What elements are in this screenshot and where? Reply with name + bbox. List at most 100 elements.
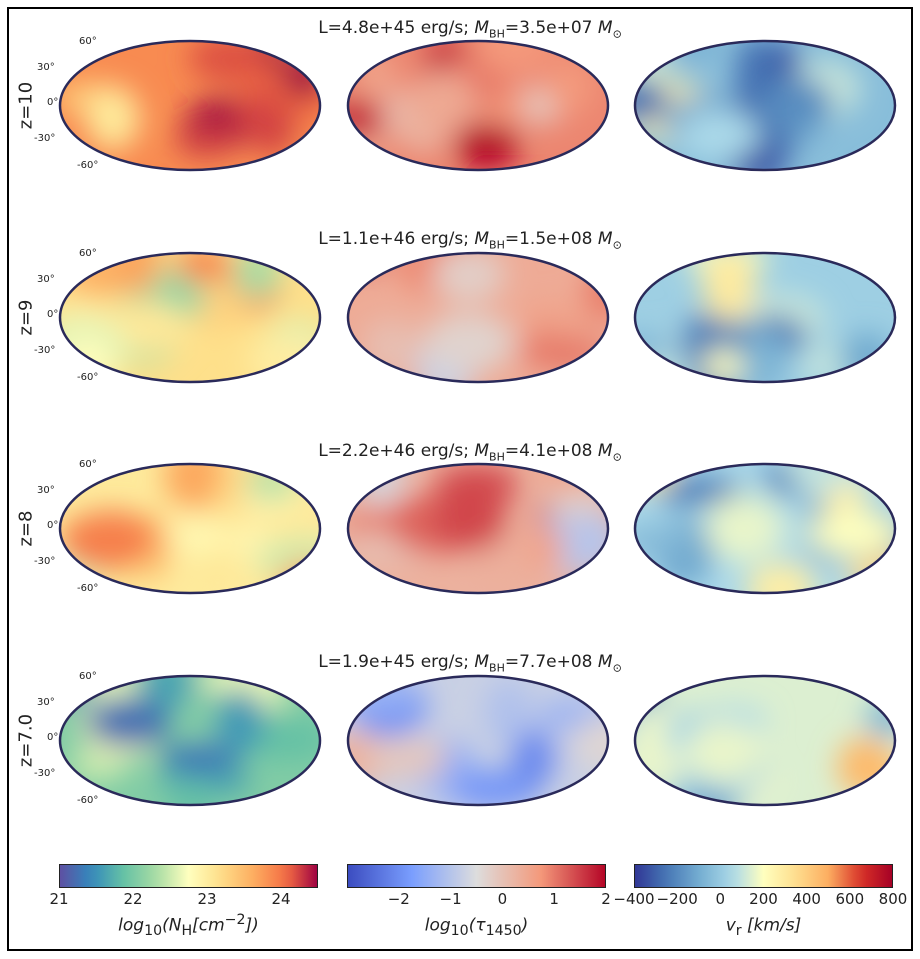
map-feature xyxy=(544,487,608,516)
map-feature xyxy=(246,465,297,500)
map-outline xyxy=(633,674,897,807)
map-feature xyxy=(85,86,141,151)
map-feature xyxy=(407,71,476,134)
map-feature xyxy=(729,148,787,170)
map-feature xyxy=(808,510,895,557)
map-feature xyxy=(484,678,534,747)
sky-map-panel xyxy=(633,674,897,807)
map-feature xyxy=(454,121,519,170)
latitude-tick-label: 30° xyxy=(37,485,55,496)
map-feature xyxy=(451,769,540,805)
colorbar-gradient xyxy=(347,864,606,888)
sky-map-panel xyxy=(346,39,610,172)
row-title: L=4.8e+45 erg/s; MBH=3.5e+07 M⊙ xyxy=(318,18,622,41)
map-feature xyxy=(735,41,776,103)
colorbar-tick-label: −2 xyxy=(387,890,410,908)
colorbar-tick-label: 22 xyxy=(123,890,143,908)
latitude-tick-label: -60° xyxy=(77,372,99,383)
map-feature xyxy=(432,253,506,303)
map-feature xyxy=(424,313,515,373)
map-feature xyxy=(538,699,593,732)
colorbar-tick-label: 23 xyxy=(197,890,217,908)
sky-map-panel xyxy=(58,251,322,384)
latitude-tick-label: 60° xyxy=(79,459,97,470)
colorbar xyxy=(634,864,893,888)
colorbar xyxy=(59,864,318,888)
latitude-tick-label: -30° xyxy=(34,768,56,779)
latitude-tick-label: 60° xyxy=(79,248,97,259)
map-feature xyxy=(168,777,214,805)
sky-map-panel xyxy=(58,674,322,807)
colorbar-tick-label: 0 xyxy=(497,890,508,908)
colorbar-axis-label: vr [km/s] xyxy=(725,915,802,940)
colorbar xyxy=(347,864,606,888)
map-outline xyxy=(58,674,322,807)
map-feature xyxy=(837,736,894,798)
map-feature xyxy=(65,253,121,303)
latitude-tick-label: 60° xyxy=(79,671,97,682)
latitude-tick-label: 30° xyxy=(37,274,55,285)
row-title: L=1.1e+46 erg/s; MBH=1.5e+08 M⊙ xyxy=(318,229,622,252)
map-feature xyxy=(160,741,240,775)
sky-map-panel xyxy=(633,251,897,384)
map-feature xyxy=(511,729,556,789)
map-feature xyxy=(60,511,156,572)
sky-map-panel xyxy=(346,462,610,595)
row-title: L=1.9e+45 erg/s; MBH=7.7e+08 M⊙ xyxy=(318,652,622,675)
figure-frame xyxy=(7,7,913,951)
map-outline xyxy=(633,39,897,172)
map-outline xyxy=(633,462,897,595)
map-outline xyxy=(346,462,610,595)
latitude-tick-label: -30° xyxy=(34,345,56,356)
colorbar-gradient xyxy=(59,864,318,888)
map-feature xyxy=(360,318,422,376)
sky-map-panel xyxy=(346,674,610,807)
map-feature xyxy=(246,717,320,762)
colorbar-tick-label: −1 xyxy=(439,890,462,908)
colorbar-tick-label: −200 xyxy=(656,890,698,908)
latitude-tick-label: 0° xyxy=(47,97,59,108)
colorbar-tick-label: 1 xyxy=(549,890,559,908)
colorbar-tick-label: 200 xyxy=(749,890,778,908)
latitude-tick-label: 30° xyxy=(37,62,55,73)
map-outline xyxy=(633,251,897,384)
latitude-tick-label: -30° xyxy=(34,556,56,567)
sky-map-panel xyxy=(58,39,322,172)
map-feature xyxy=(684,719,763,784)
latitude-tick-label: -60° xyxy=(77,160,99,171)
colorbar-tick-label: 2 xyxy=(601,890,611,908)
latitude-tick-label: 0° xyxy=(47,520,59,531)
sky-map-panel xyxy=(633,39,897,172)
colorbar-tick-label: 600 xyxy=(835,890,865,908)
map-feature xyxy=(702,253,756,322)
map-outline xyxy=(58,251,322,384)
sky-map-panel xyxy=(346,251,610,384)
map-feature xyxy=(529,303,595,335)
colorbar-gradient xyxy=(634,864,893,888)
map-outline xyxy=(58,39,322,172)
map-outline xyxy=(346,674,610,807)
colorbar-tick-label: 800 xyxy=(878,890,908,908)
latitude-tick-label: 60° xyxy=(79,36,97,47)
map-feature xyxy=(678,110,758,161)
map-feature xyxy=(167,516,227,557)
map-feature xyxy=(67,751,126,782)
map-feature xyxy=(705,494,782,563)
colorbar-axis-label: log10(NH[cm−2]) xyxy=(118,912,259,940)
latitude-tick-label: 30° xyxy=(37,697,55,708)
map-feature xyxy=(525,528,565,568)
sky-map-panel xyxy=(633,462,897,595)
map-feature xyxy=(544,56,595,116)
map-feature xyxy=(635,51,670,84)
colorbar-axis-label: log10(τ1450) xyxy=(424,915,529,940)
map-feature xyxy=(635,523,692,556)
map-feature xyxy=(214,689,266,755)
latitude-tick-label: -60° xyxy=(77,795,99,806)
map-feature xyxy=(745,562,817,593)
map-outline xyxy=(346,251,610,384)
map-feature xyxy=(516,336,608,369)
map-feature xyxy=(233,253,281,299)
latitude-tick-label: -60° xyxy=(77,583,99,594)
map-feature xyxy=(109,253,162,295)
colorbar-tick-label: 0 xyxy=(715,890,726,908)
